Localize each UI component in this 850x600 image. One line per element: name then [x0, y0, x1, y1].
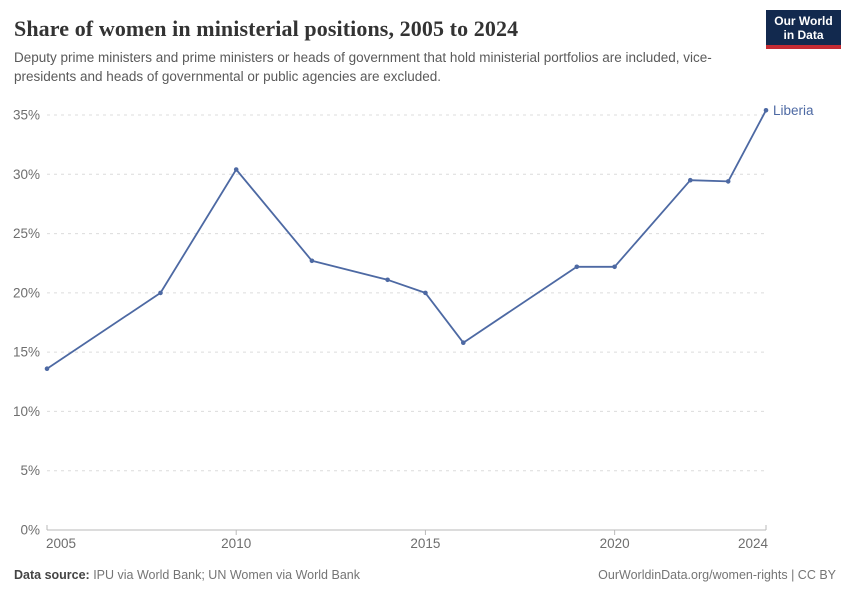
data-source-label: Data source: — [14, 568, 90, 582]
owid-logo: Our World in Data — [766, 10, 841, 49]
x-axis-tick-label: 2020 — [600, 536, 630, 551]
series-line-liberia — [46, 109, 767, 370]
y-axis-tick-label: 15% — [13, 345, 40, 360]
y-axis-tick-label: 20% — [13, 285, 40, 300]
data-point-marker — [423, 290, 428, 296]
owid-logo-line2: in Data — [783, 28, 824, 42]
data-source: Data source: IPU via World Bank; UN Wome… — [14, 568, 360, 582]
data-point-marker — [763, 108, 769, 113]
data-point-marker — [461, 340, 466, 345]
credit-link[interactable]: OurWorldinData.org/women-rights | CC BY — [598, 568, 836, 582]
data-point-marker — [44, 366, 50, 372]
x-axis-tick-label: 2015 — [410, 536, 440, 551]
data-point-marker — [612, 264, 617, 270]
data-source-value: IPU via World Bank; UN Women via World B… — [89, 568, 360, 582]
x-axis-tick-label: 2024 — [738, 536, 769, 551]
data-point-marker — [309, 258, 315, 264]
data-point-marker — [233, 167, 239, 172]
y-axis-tick-label: 30% — [13, 167, 40, 182]
data-point-marker — [385, 277, 390, 283]
chart-subtitle: Deputy prime ministers and prime ministe… — [14, 50, 712, 84]
y-axis-tick-label: 5% — [20, 463, 40, 478]
x-axis-tick-label: 2010 — [221, 536, 251, 551]
page-title: Share of women in ministerial positions,… — [14, 16, 519, 41]
chart-canvas: 0% 5% 10% 15% 20% 25% 30% 35% 2005 2010 2015 2020 20… — [13, 103, 814, 551]
data-point-marker — [725, 179, 731, 184]
data-point-marker — [574, 264, 580, 270]
y-axis-tick-label: 10% — [13, 404, 40, 419]
y-axis-tick-label: 25% — [13, 226, 40, 241]
y-axis-tick-label: 0% — [20, 523, 40, 538]
line-chart: 0% 5% 10% 15% 20% 25% 30% 35% 2005 2010 2015 2020 20… — [0, 95, 850, 570]
data-point-marker — [688, 177, 693, 183]
chart-footer: Data source: IPU via World Bank; UN Wome… — [14, 568, 836, 582]
series-label-liberia: Liberia — [773, 103, 814, 118]
owid-logo-line1: Our World — [774, 14, 833, 28]
x-axis-tick-label: 2005 — [46, 536, 76, 551]
data-point-marker — [158, 290, 163, 296]
y-axis-tick-label: 35% — [13, 108, 40, 123]
